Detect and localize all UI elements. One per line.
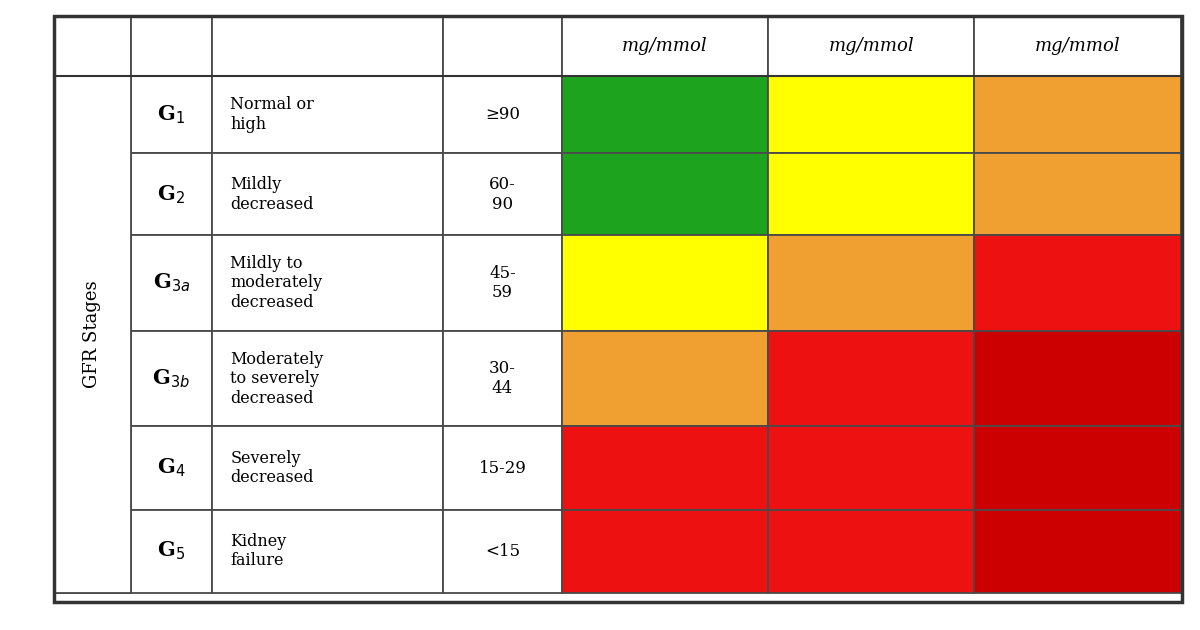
Bar: [562, 76, 768, 154]
Bar: [974, 427, 1181, 510]
Bar: [562, 16, 768, 76]
Bar: [443, 510, 562, 593]
Bar: [974, 235, 1181, 331]
Bar: [131, 76, 212, 154]
Bar: [212, 235, 443, 331]
Bar: [562, 235, 768, 331]
Bar: [131, 154, 212, 235]
Bar: [212, 16, 443, 76]
Bar: [768, 510, 974, 593]
Bar: [974, 16, 1181, 76]
Text: G$_5$: G$_5$: [157, 540, 185, 563]
Text: mg/mmol: mg/mmol: [828, 37, 914, 55]
Bar: [54, 76, 131, 593]
Bar: [54, 510, 131, 593]
Bar: [768, 76, 974, 154]
Bar: [768, 235, 974, 331]
Text: G$_{3a}$: G$_{3a}$: [152, 272, 190, 294]
Bar: [54, 331, 131, 427]
Text: Normal or
high: Normal or high: [230, 96, 314, 133]
Bar: [562, 154, 768, 235]
Bar: [443, 154, 562, 235]
Text: GFR Stages: GFR Stages: [83, 280, 101, 388]
Text: G$_2$: G$_2$: [157, 183, 185, 205]
Bar: [131, 427, 212, 510]
Bar: [131, 235, 212, 331]
Bar: [54, 154, 131, 235]
Bar: [131, 331, 212, 427]
Text: G$_{3b}$: G$_{3b}$: [152, 367, 191, 390]
Bar: [974, 76, 1181, 154]
Bar: [562, 510, 768, 593]
Text: Severely
decreased: Severely decreased: [230, 450, 314, 486]
Bar: [212, 76, 443, 154]
Bar: [974, 510, 1181, 593]
Bar: [212, 510, 443, 593]
Bar: [974, 154, 1181, 235]
Bar: [443, 76, 562, 154]
Bar: [54, 16, 131, 76]
Bar: [212, 154, 443, 235]
Bar: [131, 16, 212, 76]
Text: mg/mmol: mg/mmol: [622, 37, 708, 55]
Text: Mildly to
moderately
decreased: Mildly to moderately decreased: [230, 255, 323, 311]
Bar: [54, 235, 131, 331]
Bar: [562, 331, 768, 427]
Bar: [131, 510, 212, 593]
Bar: [562, 427, 768, 510]
Bar: [974, 331, 1181, 427]
Bar: [212, 427, 443, 510]
Bar: [443, 427, 562, 510]
Text: <15: <15: [485, 542, 520, 559]
Text: Kidney
failure: Kidney failure: [230, 533, 287, 570]
Text: ≥90: ≥90: [485, 106, 520, 123]
Bar: [212, 331, 443, 427]
Bar: [768, 427, 974, 510]
Bar: [768, 154, 974, 235]
Bar: [443, 235, 562, 331]
Text: Mildly
decreased: Mildly decreased: [230, 176, 314, 212]
Bar: [443, 331, 562, 427]
Bar: [54, 76, 131, 154]
Text: 45-
59: 45- 59: [490, 265, 516, 301]
Bar: [768, 331, 974, 427]
Bar: [768, 16, 974, 76]
Text: 30-
44: 30- 44: [488, 360, 516, 397]
Text: G$_1$: G$_1$: [157, 103, 185, 126]
Text: G$_4$: G$_4$: [157, 457, 186, 479]
Text: 15-29: 15-29: [479, 459, 527, 476]
Bar: [443, 16, 562, 76]
Text: Moderately
to severely
decreased: Moderately to severely decreased: [230, 350, 324, 407]
Bar: [54, 427, 131, 510]
Text: 60-
90: 60- 90: [490, 176, 516, 212]
Text: mg/mmol: mg/mmol: [1034, 37, 1121, 55]
